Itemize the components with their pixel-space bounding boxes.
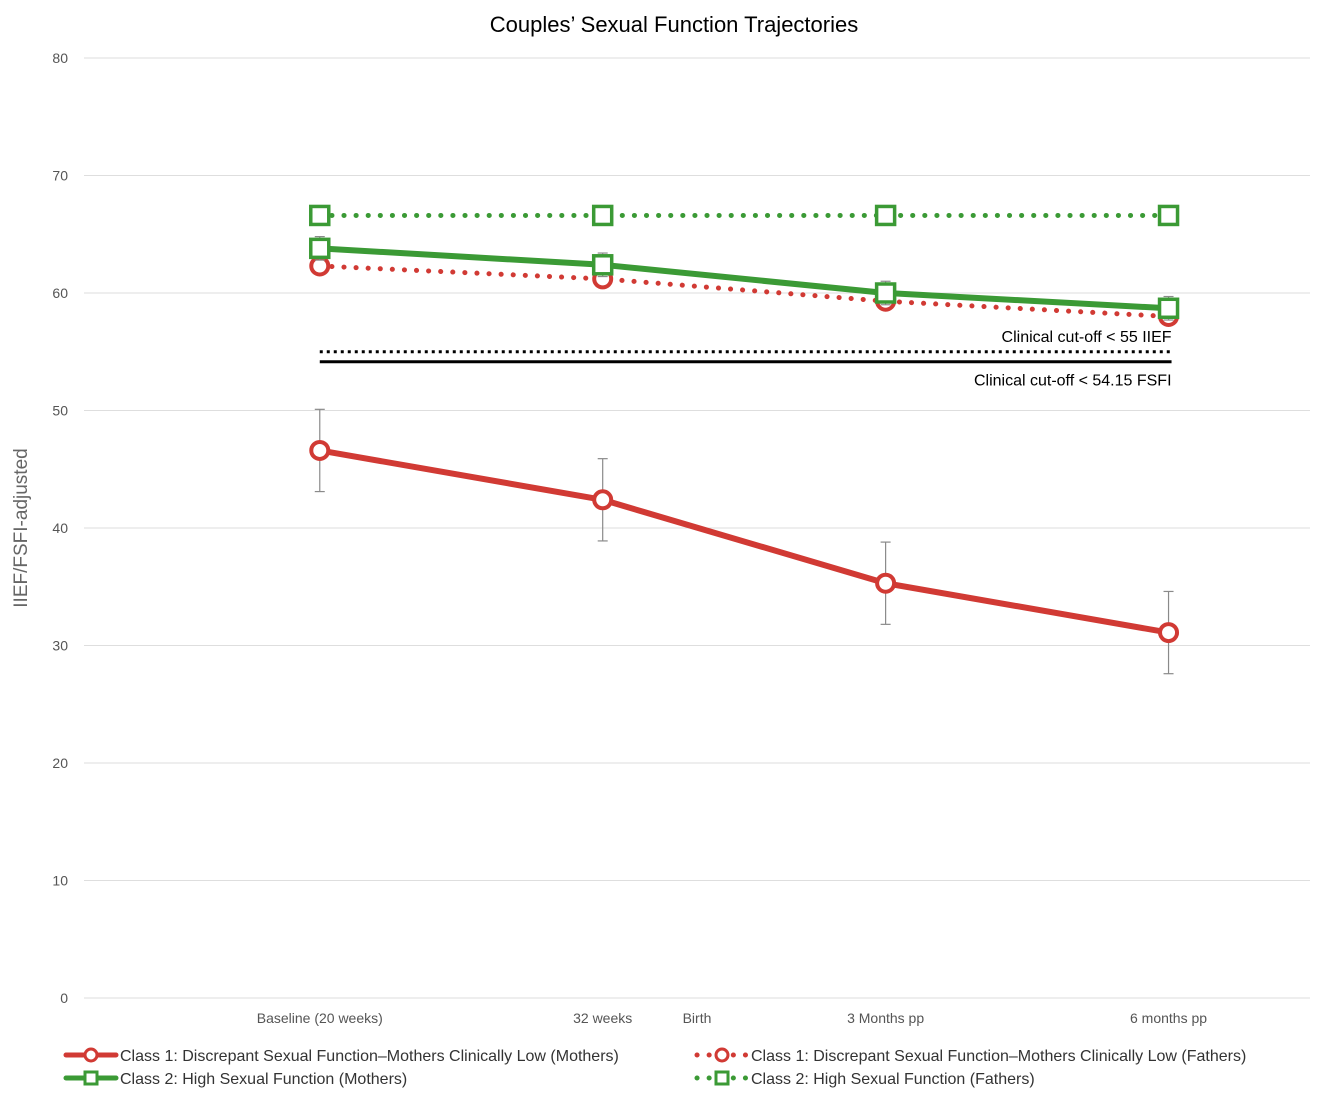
y-tick-label: 0 xyxy=(60,990,68,1006)
series-line xyxy=(317,263,1172,319)
y-tick-label: 10 xyxy=(52,873,68,889)
legend-swatch-marker xyxy=(83,1070,99,1086)
data-point-circle xyxy=(309,439,331,461)
series-line xyxy=(316,245,1172,312)
y-tick-label: 70 xyxy=(52,168,68,184)
reference-line-label: Clinical cut-off < 54.15 FSFI xyxy=(974,373,1172,390)
legend-label: Class 1: Discrepant Sexual Function–Moth… xyxy=(751,1048,1246,1065)
legend-item: Class 1: Discrepant Sexual Function–Moth… xyxy=(694,1047,1246,1065)
data-point-square xyxy=(1157,297,1180,320)
data-point-circle xyxy=(592,489,614,511)
data-point-square xyxy=(874,282,897,304)
chart-title: Couples’ Sexual Function Trajectories xyxy=(490,12,858,37)
y-tick-label: 20 xyxy=(52,755,68,771)
legend-label: Class 2: High Sexual Function (Fathers) xyxy=(751,1071,1035,1088)
legend-swatch-marker xyxy=(83,1047,99,1063)
legend-swatch-marker xyxy=(714,1047,730,1063)
y-tick-label: 30 xyxy=(52,638,68,654)
series-group xyxy=(309,204,1180,227)
y-tick-label: 60 xyxy=(52,285,68,301)
series-group xyxy=(309,408,1180,675)
y-tick-label: 50 xyxy=(52,403,68,419)
data-point-circle xyxy=(1158,622,1180,644)
data-point-square xyxy=(874,204,897,227)
series-group xyxy=(309,236,1180,321)
data-point-square xyxy=(309,204,331,227)
data-point-square xyxy=(1157,204,1180,227)
legend-swatch-marker xyxy=(714,1070,730,1086)
legend-item: Class 2: High Sexual Function (Fathers) xyxy=(694,1070,1035,1088)
y-tick-label: 40 xyxy=(52,520,68,536)
data-point-square xyxy=(591,254,614,276)
series-group xyxy=(309,255,1180,327)
x-tick-label: 32 weeks xyxy=(573,1010,632,1026)
legend-label: Class 2: High Sexual Function (Mothers) xyxy=(120,1071,407,1088)
legend-item: Class 1: Discrepant Sexual Function–Moth… xyxy=(63,1047,619,1065)
x-tick-label: 3 Months pp xyxy=(847,1010,924,1026)
y-tick-label: 80 xyxy=(52,50,68,66)
x-tick-label: 6 months pp xyxy=(1130,1010,1207,1026)
data-point-circle xyxy=(875,572,897,594)
legend-label: Class 1: Discrepant Sexual Function–Moth… xyxy=(120,1048,619,1065)
x-tick-label: Birth xyxy=(683,1010,712,1026)
data-point-square xyxy=(591,204,614,227)
legend-item: Class 2: High Sexual Function (Mothers) xyxy=(63,1070,407,1088)
series-line xyxy=(316,447,1172,636)
y-axis-label: IIEF/FSFI-adjusted xyxy=(11,448,32,607)
data-point-square xyxy=(309,237,331,260)
reference-line-label: Clinical cut-off < 55 IIEF xyxy=(1002,329,1172,346)
x-tick-label: Baseline (20 weeks) xyxy=(257,1010,383,1026)
